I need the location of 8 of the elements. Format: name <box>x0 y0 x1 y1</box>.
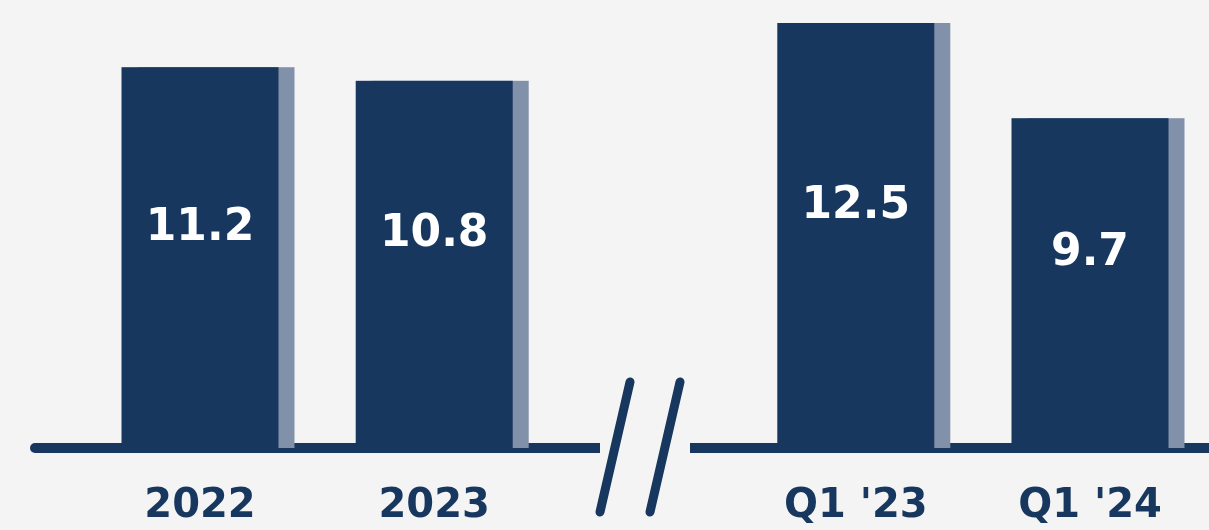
data-label: 10.8 <box>379 205 489 257</box>
x-tick-label: Q1 '23 <box>783 480 928 526</box>
x-tick-label: 2023 <box>378 480 490 526</box>
data-label: 11.2 <box>145 198 255 250</box>
x-tick-label: 2022 <box>144 480 256 526</box>
data-label: 9.7 <box>1051 224 1129 276</box>
data-label: 12.5 <box>801 176 911 228</box>
x-tick-label: Q1 '24 <box>1018 480 1162 526</box>
